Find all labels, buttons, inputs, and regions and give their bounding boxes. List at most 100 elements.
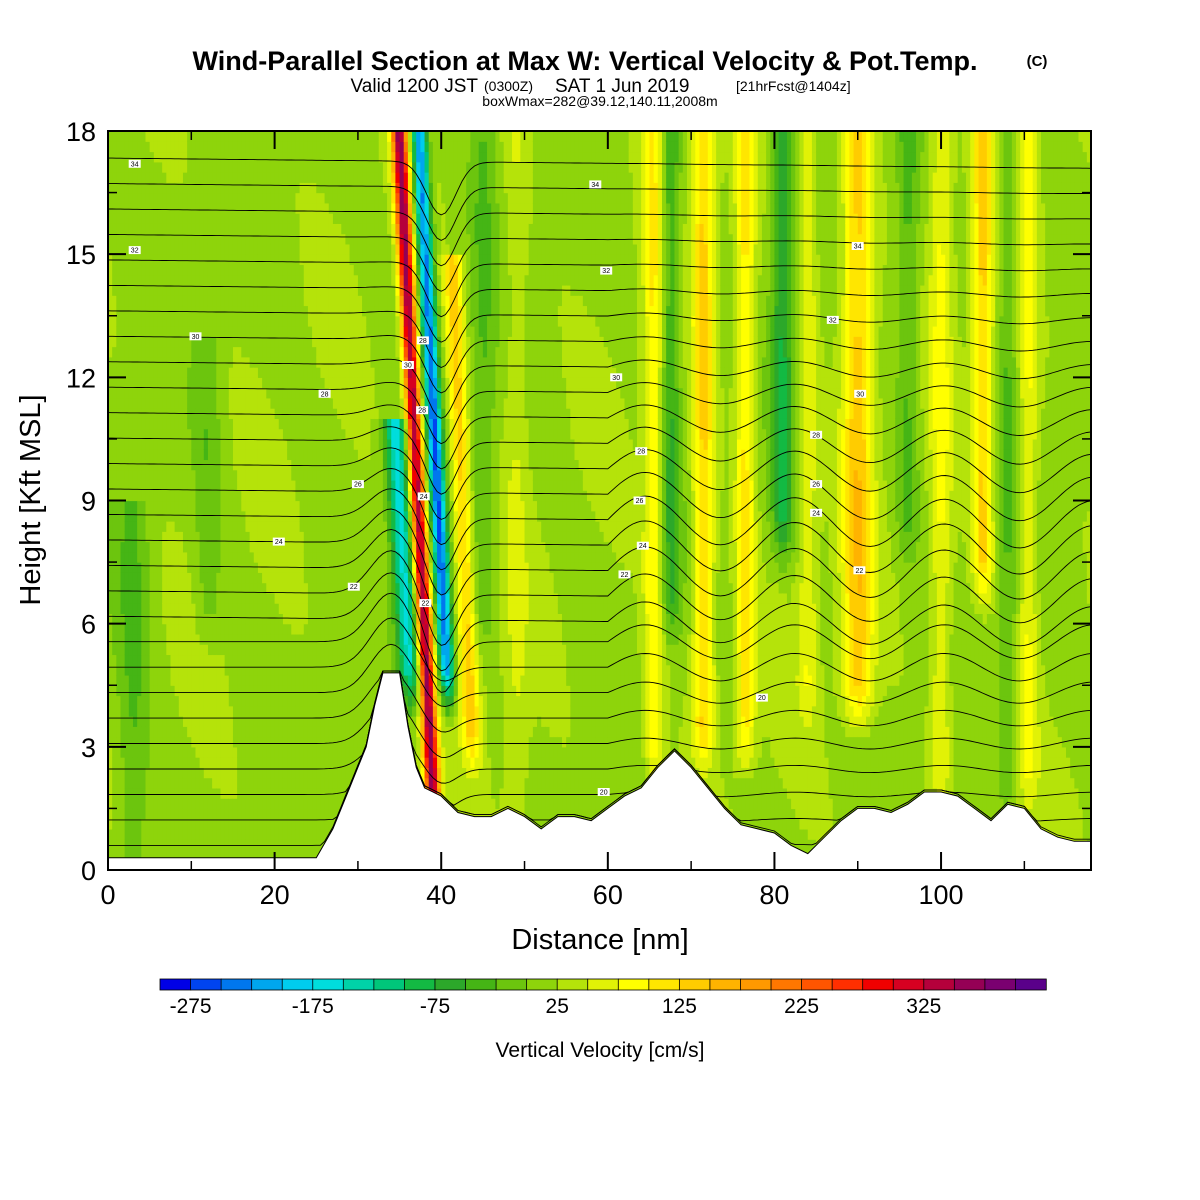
w-cell (282, 274, 288, 286)
w-cell (137, 274, 142, 286)
w-cell (257, 151, 263, 163)
w-cell (224, 644, 230, 656)
w-cell (112, 685, 117, 697)
w-cell (345, 592, 351, 604)
w-cell (212, 469, 217, 481)
w-cell (162, 490, 167, 502)
w-cell (141, 746, 147, 758)
w-cell (157, 705, 163, 717)
w-cell (328, 582, 334, 594)
w-cell (187, 233, 192, 245)
w-cell (237, 356, 242, 368)
w-cell (303, 151, 309, 163)
w-cell (162, 541, 167, 553)
w-cell (112, 131, 117, 142)
w-cell (270, 695, 276, 707)
w-cell (207, 695, 213, 707)
w-cell (112, 387, 117, 399)
w-cell (249, 623, 255, 635)
w-cell (108, 346, 113, 358)
w-cell (378, 213, 384, 224)
w-cell (145, 808, 151, 820)
w-cell (387, 336, 392, 348)
w-cell (324, 141, 330, 153)
w-cell (387, 243, 392, 255)
w-cell (366, 151, 372, 163)
w-cell (324, 284, 330, 296)
w-cell (170, 541, 176, 553)
w-cell (278, 572, 284, 584)
w-cell (199, 346, 205, 358)
w-cell (253, 141, 259, 153)
w-cell (224, 233, 230, 245)
w-cell (278, 141, 284, 153)
w-cell (278, 767, 284, 779)
w-cell (141, 418, 147, 430)
w-cell (370, 315, 376, 327)
w-cell (349, 254, 355, 266)
w-cell (162, 469, 167, 481)
w-cell (303, 469, 309, 481)
w-cell (228, 736, 234, 748)
w-cell (195, 213, 201, 224)
w-cell (249, 479, 255, 491)
w-cell (253, 233, 259, 245)
w-cell (357, 572, 363, 584)
w-cell (303, 438, 309, 450)
w-cell (174, 818, 180, 830)
w-cell (174, 469, 180, 481)
w-cell (228, 264, 234, 276)
w-cell (278, 284, 284, 296)
w-cell (274, 541, 280, 553)
w-cell (174, 582, 180, 594)
w-cell (128, 562, 134, 573)
w-cell (253, 603, 259, 614)
w-cell (307, 685, 313, 697)
w-cell (362, 387, 367, 399)
w-cell (149, 654, 155, 666)
w-cell (112, 213, 117, 224)
w-cell (166, 613, 172, 625)
w-cell (228, 202, 234, 214)
w-cell (245, 172, 251, 183)
w-cell (332, 243, 338, 255)
w-cell (316, 777, 322, 789)
w-cell (253, 490, 259, 502)
w-cell (108, 613, 113, 625)
w-cell (291, 633, 297, 645)
w-cell (224, 562, 230, 573)
w-cell (237, 336, 242, 348)
w-cell (266, 131, 272, 142)
w-cell (270, 449, 276, 461)
w-cell (220, 387, 226, 399)
w-cell (207, 223, 213, 235)
w-cell (174, 213, 180, 224)
w-cell (141, 346, 147, 358)
w-cell (241, 387, 247, 399)
w-cell (316, 428, 322, 440)
w-cell (374, 664, 380, 676)
w-cell (191, 315, 197, 327)
w-cell (278, 315, 284, 327)
w-cell (116, 367, 122, 378)
w-cell (349, 664, 355, 676)
w-cell (224, 582, 230, 594)
w-cell (245, 284, 251, 296)
w-cell (278, 336, 284, 348)
w-cell (266, 305, 272, 317)
w-cell (295, 613, 301, 625)
w-cell (316, 172, 322, 183)
w-cell (320, 603, 326, 614)
w-cell (282, 479, 288, 491)
w-cell (282, 551, 288, 563)
w-cell (137, 172, 142, 183)
w-cell (108, 828, 113, 840)
w-cell (187, 490, 192, 502)
w-cell (174, 172, 180, 183)
w-cell (182, 459, 188, 471)
w-cell (266, 326, 272, 337)
w-cell (216, 603, 222, 614)
w-cell (345, 356, 351, 368)
w-cell (174, 685, 180, 697)
